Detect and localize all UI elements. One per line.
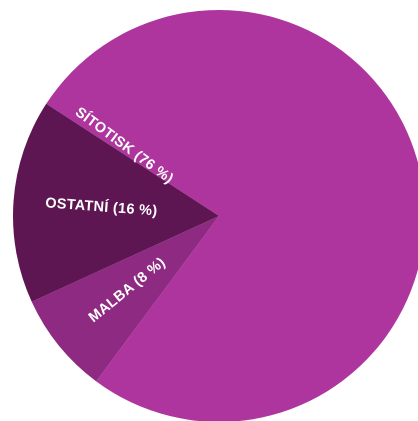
pie-slice [31, 216, 220, 382]
pie-slices [12, 10, 418, 421]
pie-slice [46, 10, 418, 421]
pie-slice [12, 103, 219, 302]
